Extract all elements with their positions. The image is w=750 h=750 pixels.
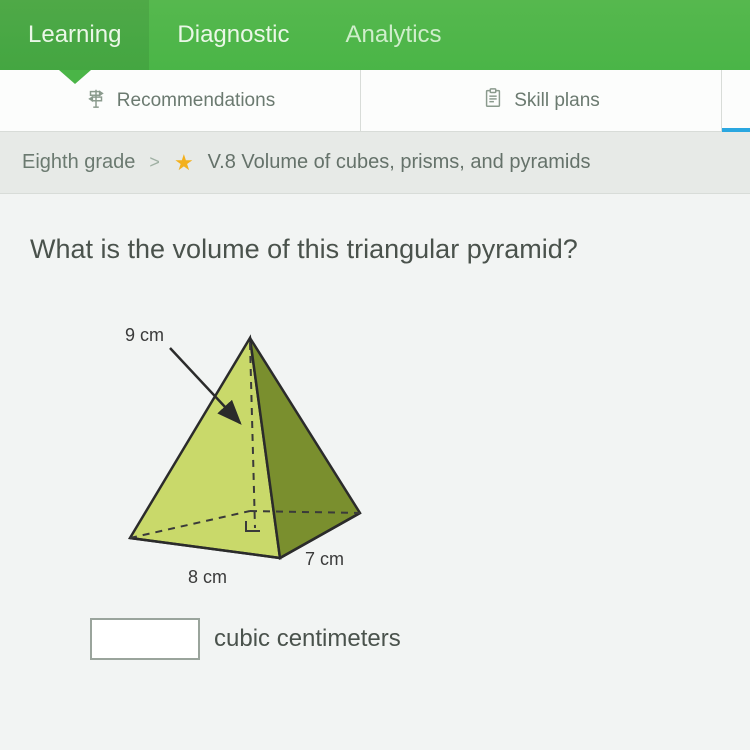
breadcrumb-grade[interactable]: Eighth grade: [22, 151, 135, 174]
breadcrumb-skill: V.8 Volume of cubes, prisms, and pyramid…: [208, 151, 591, 174]
chevron-right-icon: >: [149, 152, 160, 173]
tab-label: Analytics: [345, 21, 441, 49]
tab-learning[interactable]: Learning: [0, 0, 149, 70]
clipboard-icon: [482, 87, 504, 115]
tab-analytics[interactable]: Analytics: [317, 0, 469, 70]
subnav-more[interactable]: [722, 70, 750, 131]
tab-label: Learning: [28, 21, 121, 49]
subnav-recommendations[interactable]: Recommendations: [0, 70, 361, 131]
star-icon: ★: [174, 150, 194, 176]
label-base-b: 7 cm: [305, 549, 344, 569]
breadcrumb: Eighth grade > ★ V.8 Volume of cubes, pr…: [0, 132, 750, 194]
answer-input[interactable]: [90, 618, 200, 660]
tab-label: Diagnostic: [177, 21, 289, 49]
question-text: What is the volume of this triangular py…: [30, 234, 720, 265]
top-nav: Learning Diagnostic Analytics: [0, 0, 750, 70]
tab-diagnostic[interactable]: Diagnostic: [149, 0, 317, 70]
signpost-icon: [85, 87, 107, 115]
answer-row: cubic centimeters: [30, 618, 720, 660]
answer-unit: cubic centimeters: [214, 625, 401, 653]
label-base-a: 8 cm: [188, 567, 227, 587]
figure-pyramid: 9 cm 8 cm 7 cm: [30, 313, 720, 598]
subnav-label: Skill plans: [514, 90, 600, 112]
content-area: What is the volume of this triangular py…: [0, 194, 750, 670]
subnav-label: Recommendations: [117, 90, 275, 112]
label-height: 9 cm: [125, 325, 164, 345]
sub-nav: Recommendations Skill plans: [0, 70, 750, 132]
subnav-skill-plans[interactable]: Skill plans: [361, 70, 722, 131]
